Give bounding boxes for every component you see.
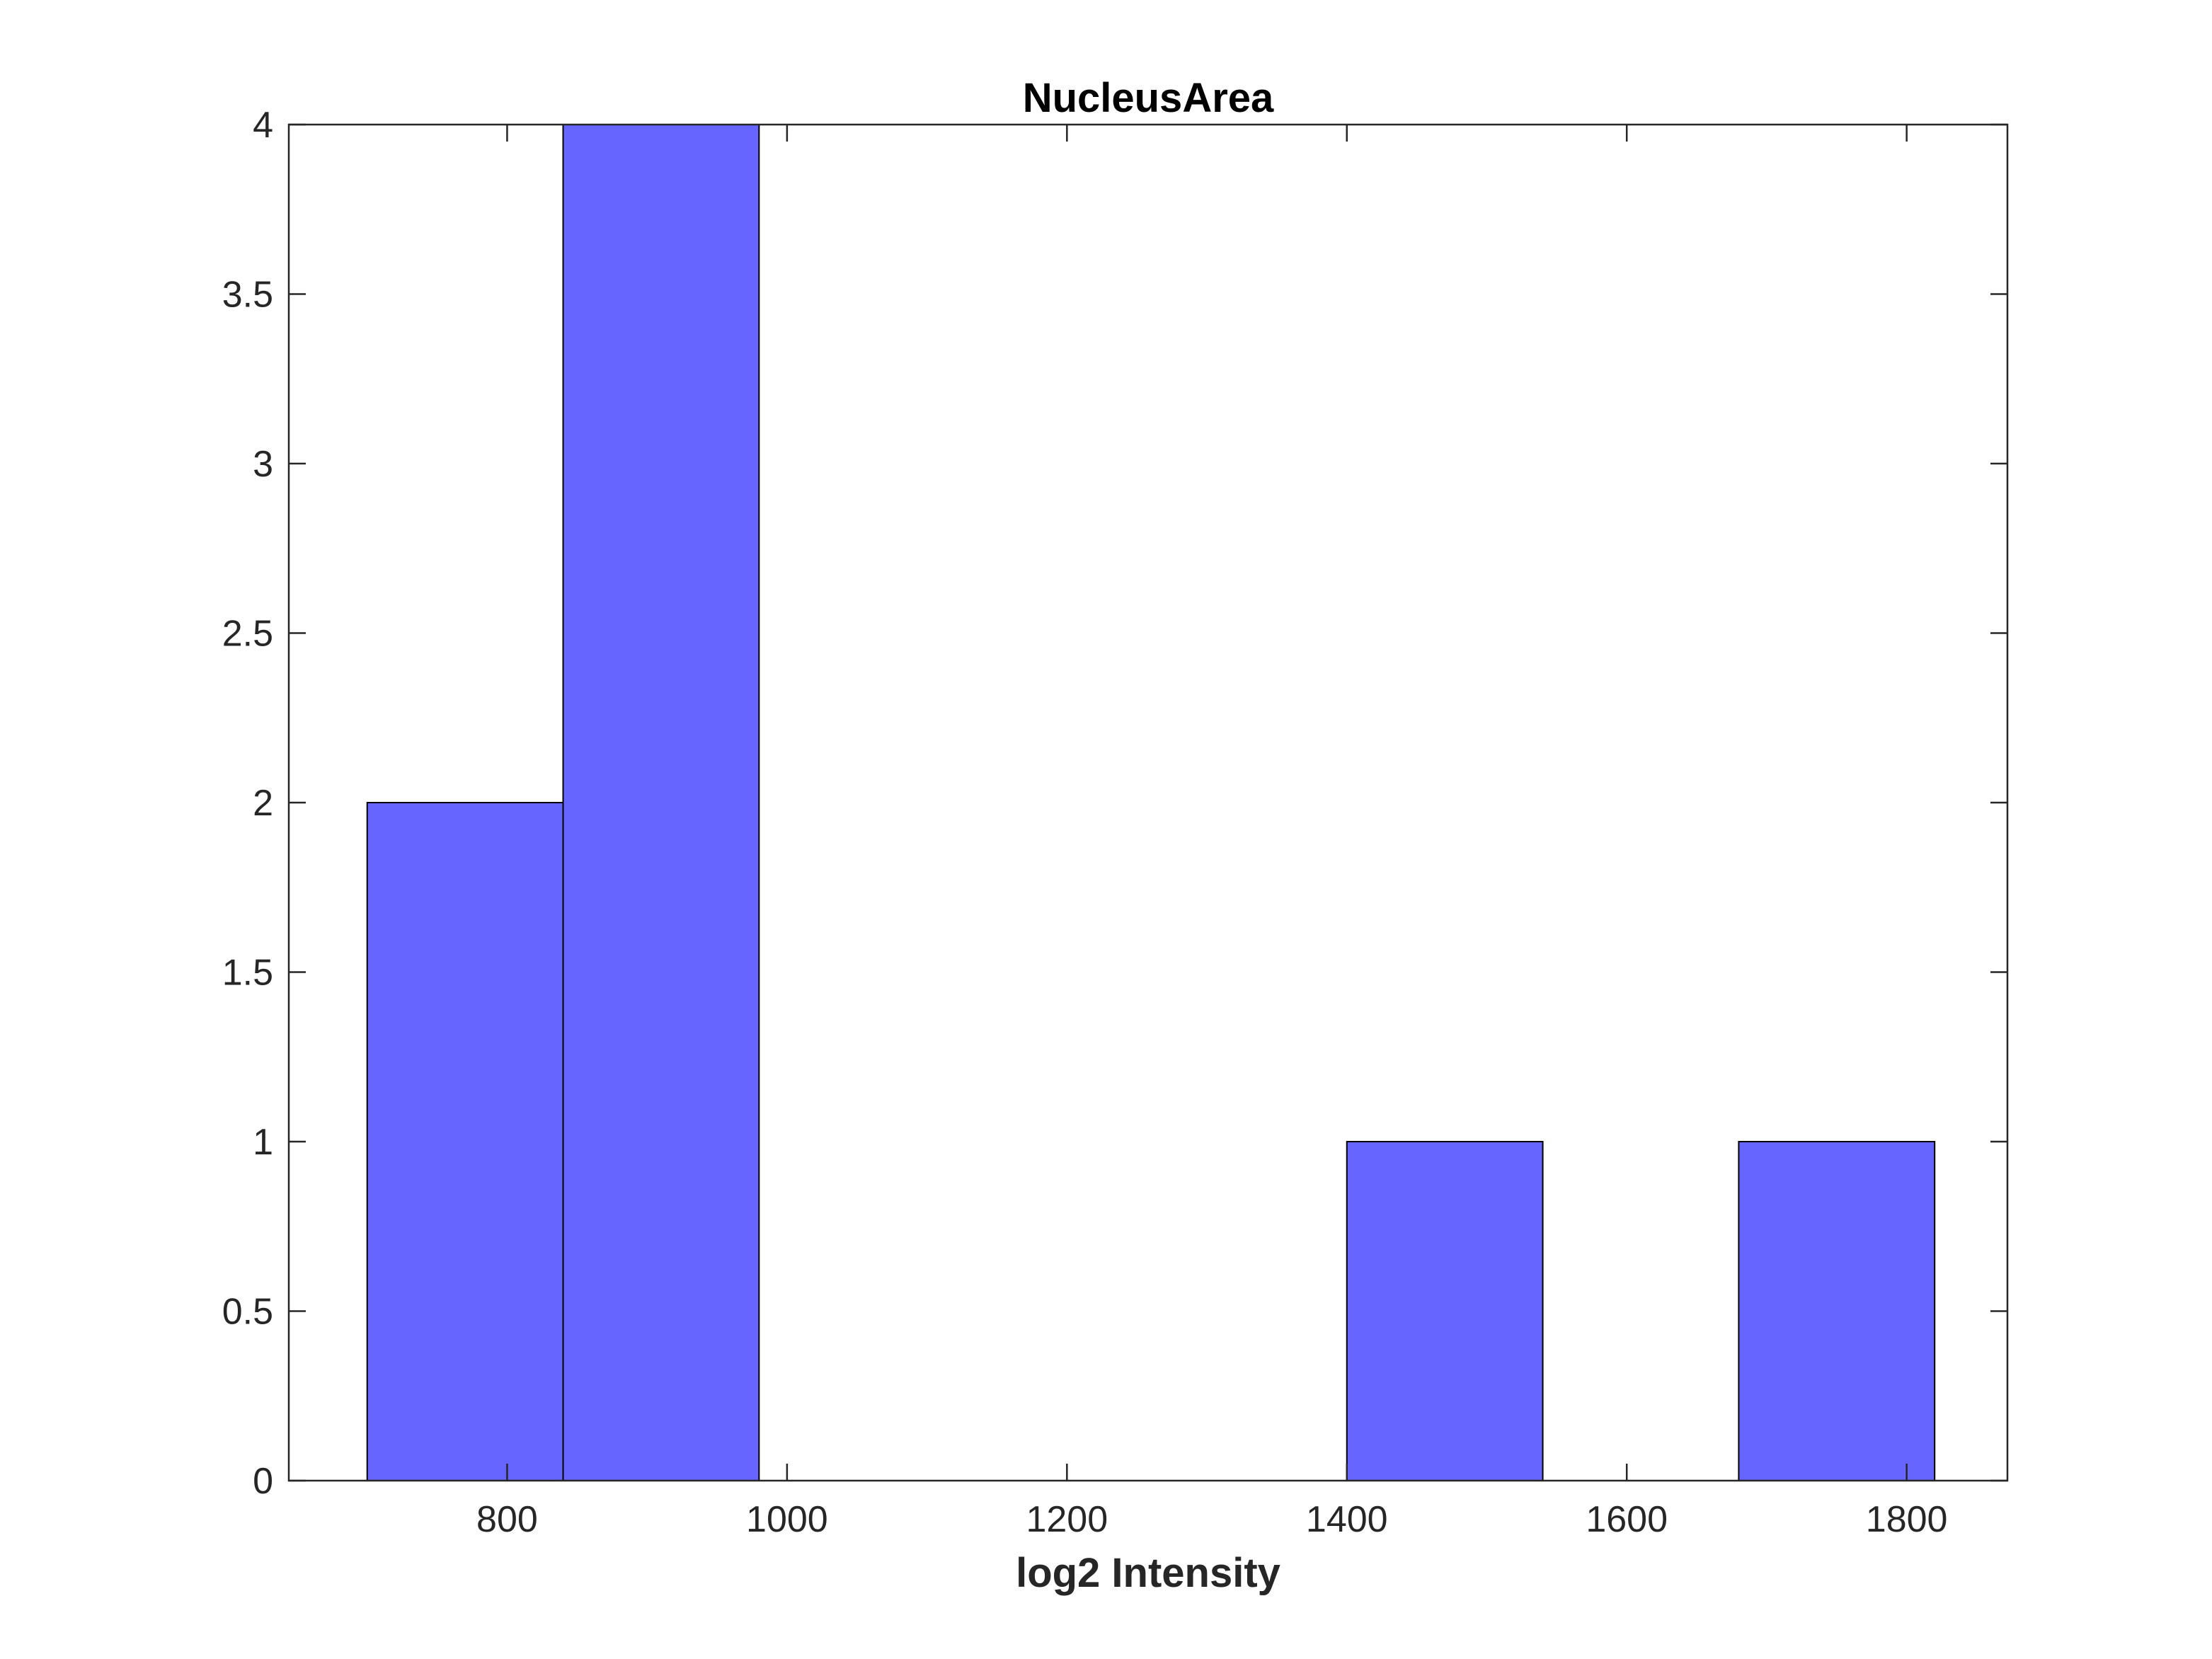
- x-tick-label: 1200: [1026, 1499, 1108, 1540]
- y-tick-label: 2: [253, 783, 273, 824]
- x-axis-title: log2 Intensity: [1016, 1550, 1280, 1596]
- y-tick-label: 0: [253, 1461, 273, 1502]
- y-tick-label: 1: [253, 1122, 273, 1163]
- y-tick-label: 0.5: [222, 1292, 273, 1333]
- x-tick-label: 1800: [1866, 1499, 1948, 1540]
- y-tick-label: 3.5: [222, 275, 273, 316]
- y-tick-label: 3: [253, 444, 273, 485]
- x-tick-label: 1000: [746, 1499, 828, 1540]
- x-tick-label: 1600: [1586, 1499, 1668, 1540]
- chart-title: NucleusArea: [1023, 75, 1274, 121]
- histogram-bar-2: [562, 124, 760, 1481]
- histogram-bar-1: [366, 802, 564, 1481]
- bars-layer: [366, 124, 1936, 1481]
- y-tick-label: 2.5: [222, 614, 273, 655]
- x-tick-label: 1400: [1306, 1499, 1388, 1540]
- histogram-bar-6: [1346, 1141, 1544, 1481]
- histogram-bar-8: [1738, 1141, 1936, 1481]
- y-tick-label: 4: [253, 105, 273, 146]
- ticks-layer: [289, 123, 2007, 1482]
- tick-labels-layer: 800 1000 1200 1400 1600 1800 0 0.5 1 1.5 2 2.5 3 3.5 4: [222, 105, 1948, 1540]
- x-tick-label: 800: [476, 1499, 538, 1540]
- y-tick-label: 1.5: [222, 953, 273, 994]
